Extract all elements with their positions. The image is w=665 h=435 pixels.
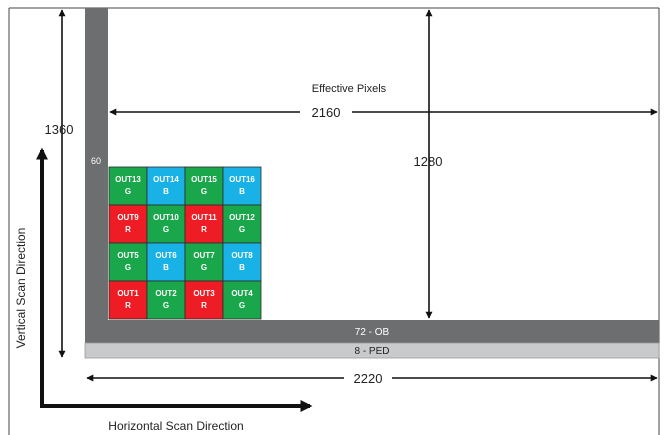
grid-cell-output-label: OUT3 — [193, 289, 215, 298]
width-total-label: 2220 — [354, 371, 383, 386]
grid-cell-out10 — [146, 204, 186, 244]
grid-cell-out5 — [108, 242, 148, 282]
grid-cell-out11 — [184, 204, 224, 244]
grid-cell-channel-label: R — [201, 301, 207, 310]
ped-label: 8 - PED — [354, 346, 389, 357]
ob-left-label: 60 — [91, 156, 101, 166]
grid-cell-out13 — [108, 166, 148, 206]
grid-cell-channel-label: B — [239, 263, 245, 272]
grid-cell-out8 — [222, 242, 262, 282]
grid-cell-output-label: OUT9 — [117, 213, 139, 222]
grid-cell-output-label: OUT1 — [117, 289, 139, 298]
ob-bottom-band — [85, 320, 659, 343]
grid-cell-out6 — [146, 242, 186, 282]
grid-cell-channel-label: B — [163, 187, 169, 196]
grid-cell-channel-label: G — [125, 187, 131, 196]
grid-cell-out2 — [146, 280, 186, 320]
grid-cell-channel-label: R — [201, 225, 207, 234]
ob-bottom-label: 72 - OB — [355, 327, 390, 338]
grid-cell-output-label: OUT5 — [117, 251, 139, 260]
grid-cell-channel-label: G — [201, 187, 207, 196]
horizontal-scan-label: Horizontal Scan Direction — [108, 419, 243, 433]
grid-cell-output-label: OUT15 — [191, 175, 217, 184]
vertical-scan-label: Vertical Scan Direction — [14, 228, 28, 349]
grid-cell-channel-label: G — [239, 301, 245, 310]
grid-cell-output-label: OUT4 — [231, 289, 253, 298]
ped-band — [84, 342, 660, 359]
grid-cell-output-label: OUT16 — [229, 175, 255, 184]
grid-cell-output-label: OUT14 — [153, 175, 179, 184]
grid-cell-channel-label: R — [125, 301, 131, 310]
height-total-label: 1360 — [45, 122, 74, 137]
grid-cell-channel-label: B — [163, 263, 169, 272]
grid-cell-output-label: OUT13 — [115, 175, 141, 184]
width-effective-label: 2160 — [312, 105, 341, 120]
grid-cell-out9 — [108, 204, 148, 244]
height-effective-label: 1280 — [414, 154, 443, 169]
grid-cell-channel-label: R — [125, 225, 131, 234]
grid-cell-channel-label: G — [239, 225, 245, 234]
grid-cell-channel-label: G — [201, 263, 207, 272]
grid-cell-output-label: OUT12 — [229, 213, 255, 222]
grid-cell-channel-label: G — [125, 263, 131, 272]
grid-cell-channel-label: G — [163, 301, 169, 310]
effective-pixels-label: Effective Pixels — [312, 83, 387, 95]
grid-cell-output-label: OUT2 — [155, 289, 177, 298]
grid-cell-out14 — [146, 166, 186, 206]
grid-cell-out7 — [184, 242, 224, 282]
grid-cell-output-label: OUT6 — [155, 251, 177, 260]
grid-cell-output-label: OUT7 — [193, 251, 215, 260]
grid-cell-out4 — [222, 280, 262, 320]
grid-cell-channel-label: G — [163, 225, 169, 234]
ob-left-band — [85, 8, 108, 343]
grid-cell-output-label: OUT11 — [191, 213, 217, 222]
grid-cell-output-label: OUT10 — [153, 213, 179, 222]
output-channel-grid: OUT13 G OUT14 B OUT15 G OUT16 B OUT9 R OUT10 G OUT11… — [108, 166, 262, 320]
grid-cell-out1 — [108, 280, 148, 320]
grid-cell-out15 — [184, 166, 224, 206]
grid-cell-output-label: OUT8 — [231, 251, 253, 260]
grid-cell-channel-label: B — [239, 187, 245, 196]
grid-cell-out12 — [222, 204, 262, 244]
grid-cell-out16 — [222, 166, 262, 206]
grid-cell-out3 — [184, 280, 224, 320]
